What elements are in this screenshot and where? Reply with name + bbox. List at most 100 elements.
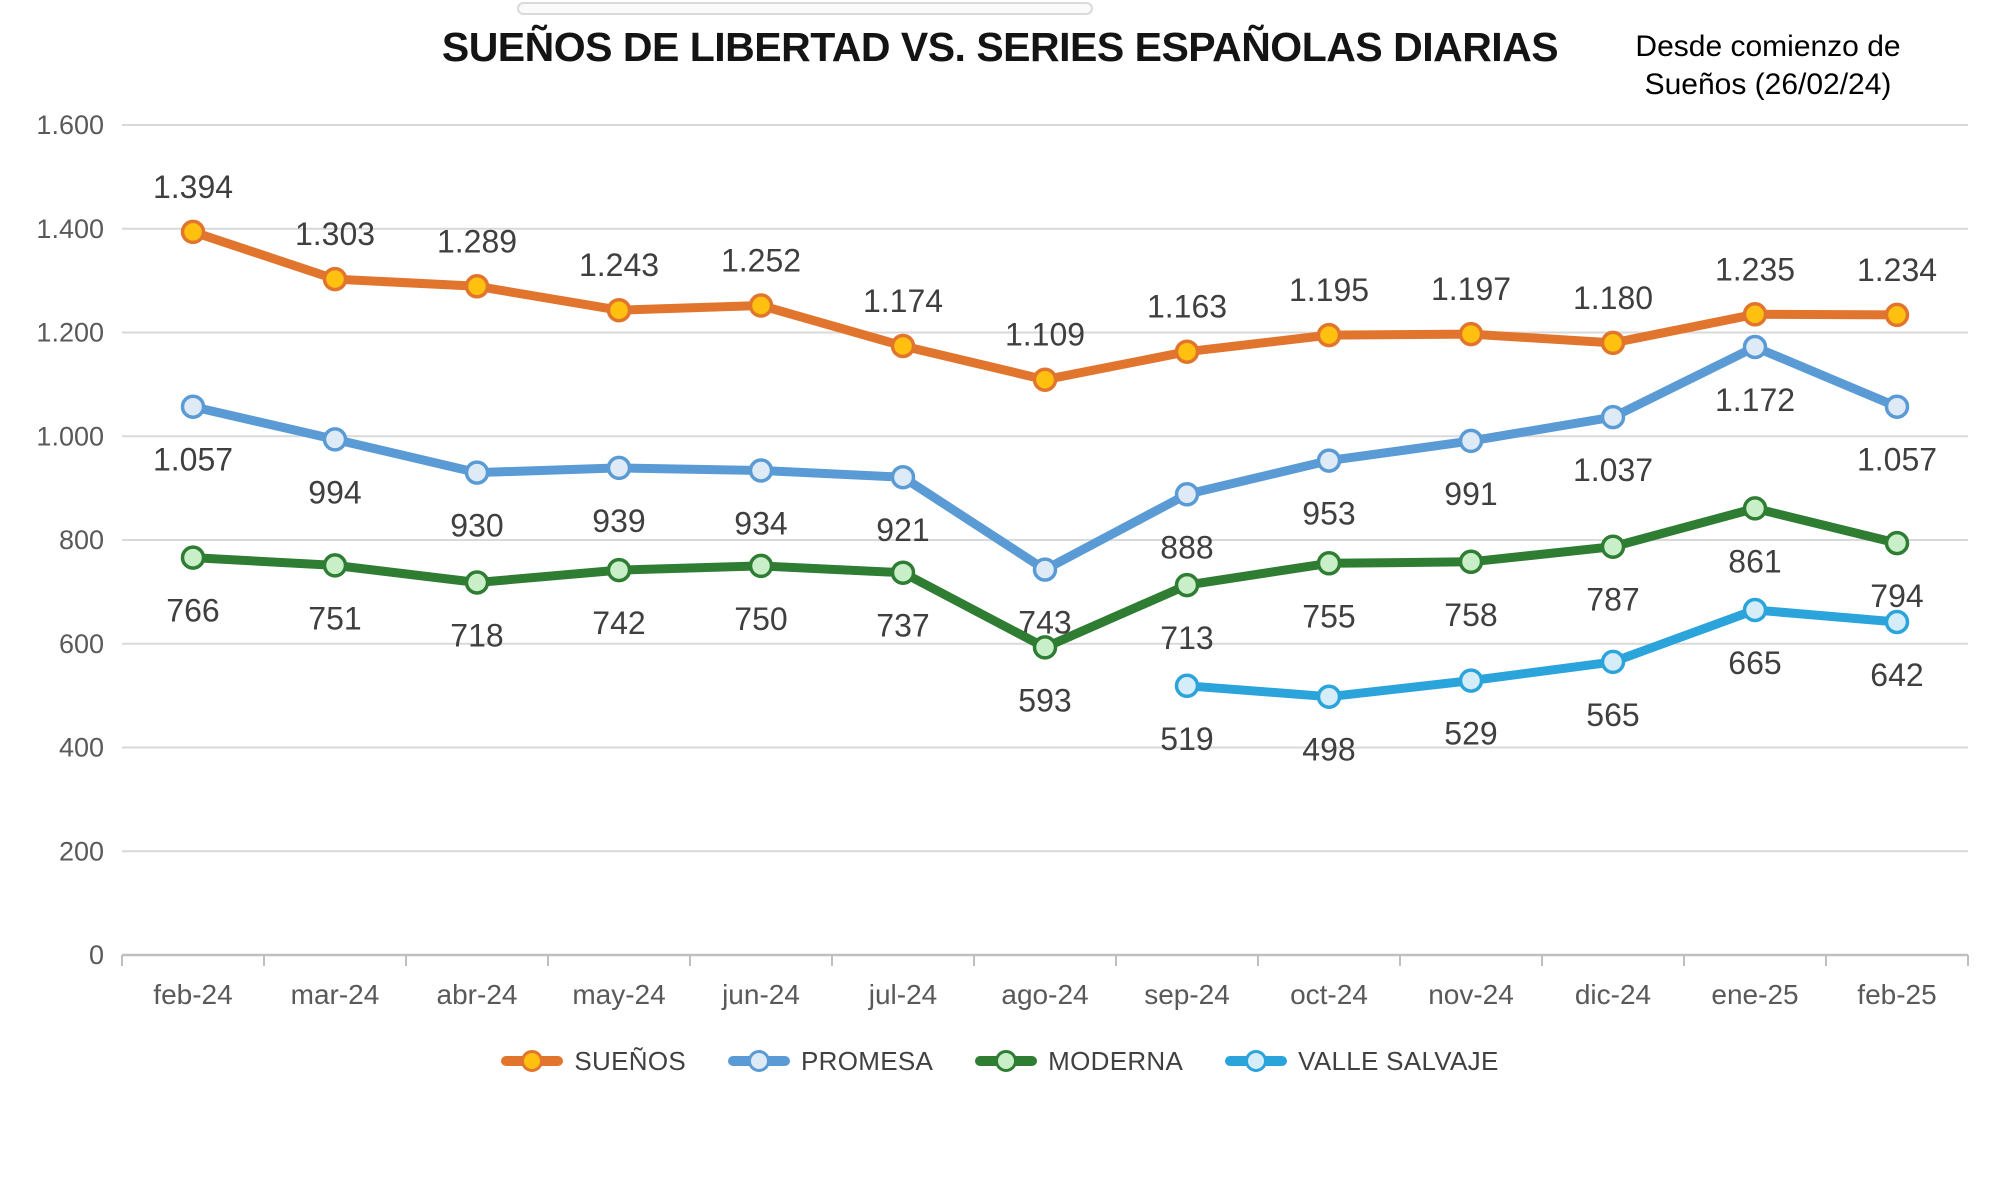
legend-label-suenos: SUEÑOS	[574, 1045, 686, 1076]
data-label-valle-salvaje: 665	[1728, 645, 1781, 681]
x-tick-label: may-24	[572, 979, 665, 1010]
data-label-moderna: 758	[1444, 597, 1497, 633]
chart-legend: SUEÑOS PROMESA MODERNA VALLE SALVAJE	[0, 1040, 2000, 1082]
series-marker-promesa	[322, 427, 348, 452]
series-marker-moderna	[1458, 549, 1484, 575]
series-marker-suenos	[464, 274, 490, 299]
series-marker-moderna	[464, 570, 490, 595]
legend-swatch-suenos	[501, 1050, 564, 1072]
series-marker-valle-salvaje	[1742, 597, 1768, 623]
data-label-suenos: 1.180	[1573, 280, 1653, 316]
series-marker-promesa	[1458, 428, 1484, 454]
series-marker-suenos	[1742, 302, 1768, 327]
data-label-moderna: 766	[166, 593, 219, 629]
chart-subtitle-line2: Sueños (26/02/24)	[1644, 68, 1892, 101]
legend-item-suenos: SUEÑOS	[501, 1040, 686, 1082]
data-label-suenos: 1.109	[1005, 317, 1085, 353]
series-marker-moderna	[1032, 635, 1058, 660]
x-tick-label: ene-25	[1711, 979, 1798, 1010]
x-tick-label: feb-24	[153, 979, 232, 1010]
data-label-promesa: 939	[592, 503, 645, 539]
x-tick-label: nov-24	[1428, 979, 1514, 1010]
data-label-suenos: 1.235	[1715, 251, 1795, 287]
data-label-promesa: 921	[876, 512, 929, 548]
series-marker-suenos	[1600, 330, 1626, 356]
chart-subtitle-line1: Desde comienzo de	[1635, 30, 1901, 63]
legend-swatch-moderna	[975, 1050, 1038, 1072]
series-marker-moderna	[890, 560, 916, 585]
data-label-moderna: 742	[592, 605, 645, 641]
data-label-moderna: 787	[1586, 582, 1639, 618]
chart-title: SUEÑOS DE LIBERTAD VS. SERIES ESPAÑOLAS …	[441, 24, 1559, 70]
data-label-promesa: 1.172	[1715, 382, 1795, 418]
legend-item-moderna: MODERNA	[975, 1040, 1183, 1082]
data-label-suenos: 1.394	[153, 169, 233, 205]
data-label-moderna: 713	[1160, 620, 1213, 656]
series-marker-valle-salvaje	[1316, 684, 1342, 709]
top-pill-decoration	[517, 2, 1093, 15]
series-marker-moderna	[1742, 496, 1768, 521]
series-marker-moderna	[180, 545, 206, 570]
series-marker-promesa	[1884, 394, 1910, 419]
data-label-moderna: 794	[1870, 578, 1923, 614]
data-label-promesa: 930	[450, 508, 503, 544]
x-tick-label: oct-24	[1290, 979, 1368, 1010]
series-marker-suenos	[180, 219, 206, 245]
data-label-moderna: 751	[308, 600, 361, 636]
y-tick-label: 1.200	[36, 318, 104, 348]
y-tick-label: 800	[59, 525, 104, 555]
x-tick-label: ago-24	[1001, 979, 1088, 1010]
series-marker-promesa	[1032, 557, 1058, 582]
x-tick-label: jul-24	[868, 979, 937, 1010]
y-tick-label: 1.600	[36, 110, 104, 140]
data-label-promesa: 1.037	[1573, 452, 1653, 488]
series-marker-moderna	[1316, 551, 1342, 576]
legend-swatch-promesa	[728, 1050, 790, 1072]
series-marker-moderna	[1884, 530, 1910, 556]
series-line-valle-salvaje	[1182, 605, 1902, 702]
legend-item-promesa: PROMESA	[728, 1040, 933, 1082]
legend-swatch-valle-salvaje	[1225, 1050, 1288, 1072]
data-label-moderna: 718	[450, 618, 503, 654]
data-label-suenos: 1.289	[437, 223, 517, 259]
series-marker-suenos	[748, 293, 774, 318]
y-tick-label: 400	[59, 733, 104, 763]
legend-label-moderna: MODERNA	[1048, 1045, 1184, 1076]
series-marker-valle-salvaje	[1458, 668, 1484, 693]
data-label-suenos: 1.243	[579, 247, 659, 283]
x-tick-label: feb-25	[1857, 979, 1936, 1010]
legend-marker-icon	[995, 1050, 1018, 1072]
data-label-moderna: 750	[734, 601, 787, 637]
series-marker-valle-salvaje	[1174, 673, 1200, 699]
y-tick-label: 600	[59, 629, 104, 659]
legend-label-valle-salvaje: VALLE SALVAJE	[1298, 1045, 1499, 1076]
data-label-moderna: 737	[876, 608, 929, 644]
series-marker-moderna	[606, 557, 632, 583]
data-label-promesa: 1.057	[153, 442, 233, 478]
series-marker-suenos	[606, 297, 632, 323]
data-label-promesa: 991	[1444, 476, 1497, 512]
legend-marker-icon	[1245, 1050, 1268, 1072]
series-marker-suenos	[1884, 302, 1910, 328]
data-label-valle-salvaje: 642	[1870, 657, 1923, 693]
series-marker-promesa	[464, 460, 490, 485]
data-label-promesa: 994	[308, 474, 361, 510]
series-marker-promesa	[1600, 404, 1626, 430]
series-marker-moderna	[1600, 534, 1626, 559]
series-marker-suenos	[1174, 339, 1200, 364]
series-marker-suenos	[322, 266, 348, 292]
data-label-promesa: 1.057	[1857, 442, 1937, 478]
data-label-valle-salvaje: 519	[1160, 721, 1213, 757]
chart-subtitle: Desde comienzo de Sueños (26/02/24)	[1618, 28, 1918, 104]
series-marker-suenos	[890, 333, 916, 359]
data-label-moderna: 861	[1728, 543, 1781, 579]
series-marker-moderna	[748, 553, 774, 579]
series-marker-valle-salvaje	[1884, 609, 1910, 635]
legend-marker-icon	[748, 1050, 770, 1072]
series-marker-valle-salvaje	[1600, 649, 1626, 675]
data-label-suenos: 1.195	[1289, 272, 1369, 308]
data-label-suenos: 1.197	[1431, 271, 1511, 307]
series-marker-suenos	[1458, 321, 1484, 347]
